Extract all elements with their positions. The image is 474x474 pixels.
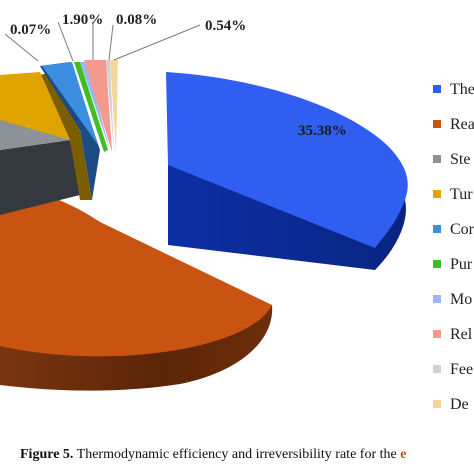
slice-pur [74, 62, 108, 152]
data-label-fee: 0.08% [116, 12, 157, 28]
legend-label: Rel [450, 326, 473, 343]
legend-label: Cor [450, 221, 474, 238]
legend-swatch [433, 365, 441, 373]
slice-fee [106, 60, 114, 152]
legend-label: Ste [450, 151, 471, 168]
legend-swatch [433, 330, 441, 338]
slice-cor [42, 62, 98, 145]
caption-number: Figure 5. [20, 447, 74, 462]
data-label-de: 0.54% [205, 18, 246, 34]
legend-swatch [433, 85, 441, 93]
legend-swatch [433, 225, 441, 233]
legend-swatch [433, 400, 441, 408]
legend-swatch [433, 190, 441, 198]
data-label-rel: 1.90% [62, 12, 103, 28]
legend-label: Rea [450, 116, 474, 133]
caption-text: Thermodynamic efficiency and irreversibi… [73, 447, 401, 462]
leader-line [4, 33, 39, 62]
legend-swatch [433, 260, 441, 268]
legend-swatch [433, 120, 441, 128]
slice-the [166, 72, 408, 248]
figure-caption: Figure 5. Thermodynamic efficiency and i… [20, 447, 406, 463]
legend-swatch [433, 155, 441, 163]
legend: The Rea Ste Tur Cor Pur Mo Rel Fee De [430, 80, 474, 430]
slice-side-ste [0, 140, 80, 215]
data-label-pur: 0.07% [10, 22, 51, 38]
legend-swatch [433, 295, 441, 303]
legend-label: De [450, 396, 469, 413]
legend-label: Mo [450, 291, 473, 308]
data-label-the: 35.38% [298, 123, 347, 139]
slice-tur [0, 72, 70, 140]
slice-mo [80, 62, 110, 150]
leader-line [57, 21, 74, 62]
legend-label: Fee [450, 361, 474, 378]
legend-label: The [450, 81, 474, 98]
leader-line [108, 24, 114, 61]
caption-cut: e [400, 447, 407, 462]
legend-label: Tur [450, 186, 473, 203]
legend-label: Pur [450, 256, 473, 273]
leader-line [113, 24, 201, 61]
slice-de [110, 60, 118, 152]
slice-rea [0, 180, 272, 357]
slice-rel [84, 60, 112, 152]
